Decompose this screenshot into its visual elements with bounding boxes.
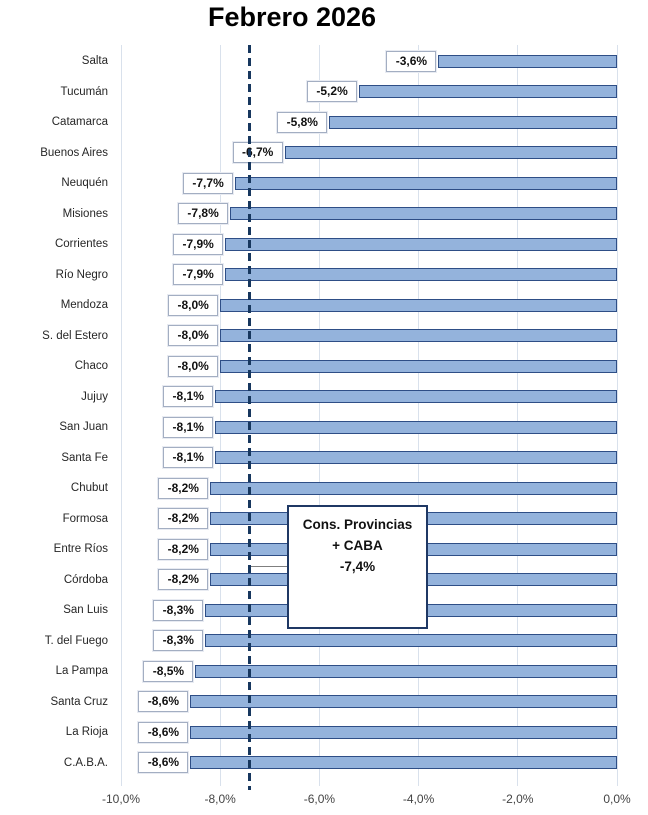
bar [225, 268, 617, 282]
category-label: Mendoza [60, 299, 108, 312]
value-label: -8,0% [168, 325, 219, 347]
category-label: Chaco [74, 360, 108, 373]
bar [235, 176, 617, 190]
bar [284, 146, 617, 160]
category-label: La Pampa [55, 665, 108, 678]
value-label: -5,2% [307, 81, 358, 103]
value-label: -8,2% [158, 569, 209, 591]
value-label: -8,6% [138, 752, 189, 774]
category-label: Santa Cruz [50, 695, 108, 708]
value-label: -6,7% [232, 142, 283, 164]
x-tick-label: -4,0% [402, 792, 435, 806]
bar [438, 54, 617, 68]
x-tick-label: -10,0% [101, 792, 141, 806]
category-label: Neuquén [61, 177, 108, 190]
x-tick-label: -6,0% [303, 792, 336, 806]
value-label: -8,0% [168, 294, 219, 316]
category-label: Catamarca [51, 116, 108, 129]
value-label: -3,6% [386, 50, 437, 72]
value-label: -7,9% [173, 264, 224, 286]
category-label: Chubut [70, 482, 108, 495]
annotation-line-1: Cons. Provincias [302, 517, 413, 532]
category-label: Entre Ríos [53, 543, 108, 556]
bar [210, 481, 617, 495]
x-tick-label: -8,0% [204, 792, 236, 806]
category-label: Buenos Aires [40, 146, 108, 159]
value-label: -8,6% [138, 691, 189, 713]
bar [359, 85, 617, 99]
bar [329, 115, 617, 129]
annotation-line-3: -7,4% [339, 559, 376, 574]
bar [205, 634, 617, 648]
category-label: Salta [81, 55, 108, 67]
category-label: Santa Fe [61, 451, 108, 464]
value-label: -7,9% [173, 233, 224, 255]
value-label: -8,1% [163, 386, 214, 408]
category-label: T. del Fuego [44, 634, 108, 647]
category-label: Córdoba [63, 573, 108, 586]
gridline [616, 45, 618, 786]
category-label: S. del Estero [42, 329, 108, 342]
gridline [120, 45, 122, 786]
bar [190, 725, 617, 739]
annotation-box: Cons. Provincias + CABA -7,4% [287, 505, 428, 629]
value-label: -8,0% [168, 355, 219, 377]
annotation-leader-line [250, 566, 287, 567]
value-label: -8,3% [153, 630, 204, 652]
category-label: Jujuy [81, 390, 108, 403]
annotation-line-2: + CABA [332, 538, 383, 553]
value-label: -5,8% [277, 111, 328, 133]
value-label: -7,8% [178, 203, 229, 225]
x-tick-label: -2,0% [502, 792, 534, 806]
bar [220, 359, 617, 373]
gridline [318, 45, 320, 786]
value-label: -8,2% [158, 538, 209, 560]
category-label: Tucumán [60, 85, 108, 98]
value-label: -8,1% [163, 416, 214, 438]
value-label: -8,1% [163, 447, 214, 469]
bar [215, 451, 617, 465]
bar [230, 207, 617, 221]
value-label: -8,2% [158, 477, 209, 499]
bar [225, 237, 617, 251]
gridline [418, 45, 420, 786]
value-label: -8,2% [158, 508, 209, 530]
chart-title: Febrero 2026 [207, 2, 377, 32]
category-label: Río Negro [55, 268, 108, 281]
bar [215, 390, 617, 404]
bar [190, 695, 617, 709]
bar [215, 420, 617, 434]
bar [220, 329, 617, 343]
category-label: Misiones [62, 207, 108, 220]
gridline [219, 45, 221, 786]
bar [220, 298, 617, 312]
category-label: Formosa [62, 512, 108, 525]
bar [195, 664, 617, 678]
value-label: -8,3% [153, 599, 204, 621]
x-tick-label: 0,0% [603, 792, 631, 806]
category-label: Corrientes [54, 238, 108, 251]
value-label: -8,5% [143, 660, 194, 682]
category-label: La Rioja [65, 726, 108, 739]
bar [190, 756, 617, 770]
value-label: -7,7% [183, 172, 234, 194]
reference-dashed-line [248, 45, 252, 790]
category-label: San Luis [63, 604, 108, 617]
value-label: -8,6% [138, 721, 189, 743]
gridline [517, 45, 519, 786]
category-label: San Juan [59, 421, 108, 434]
category-label: C.A.B.A. [63, 756, 108, 769]
